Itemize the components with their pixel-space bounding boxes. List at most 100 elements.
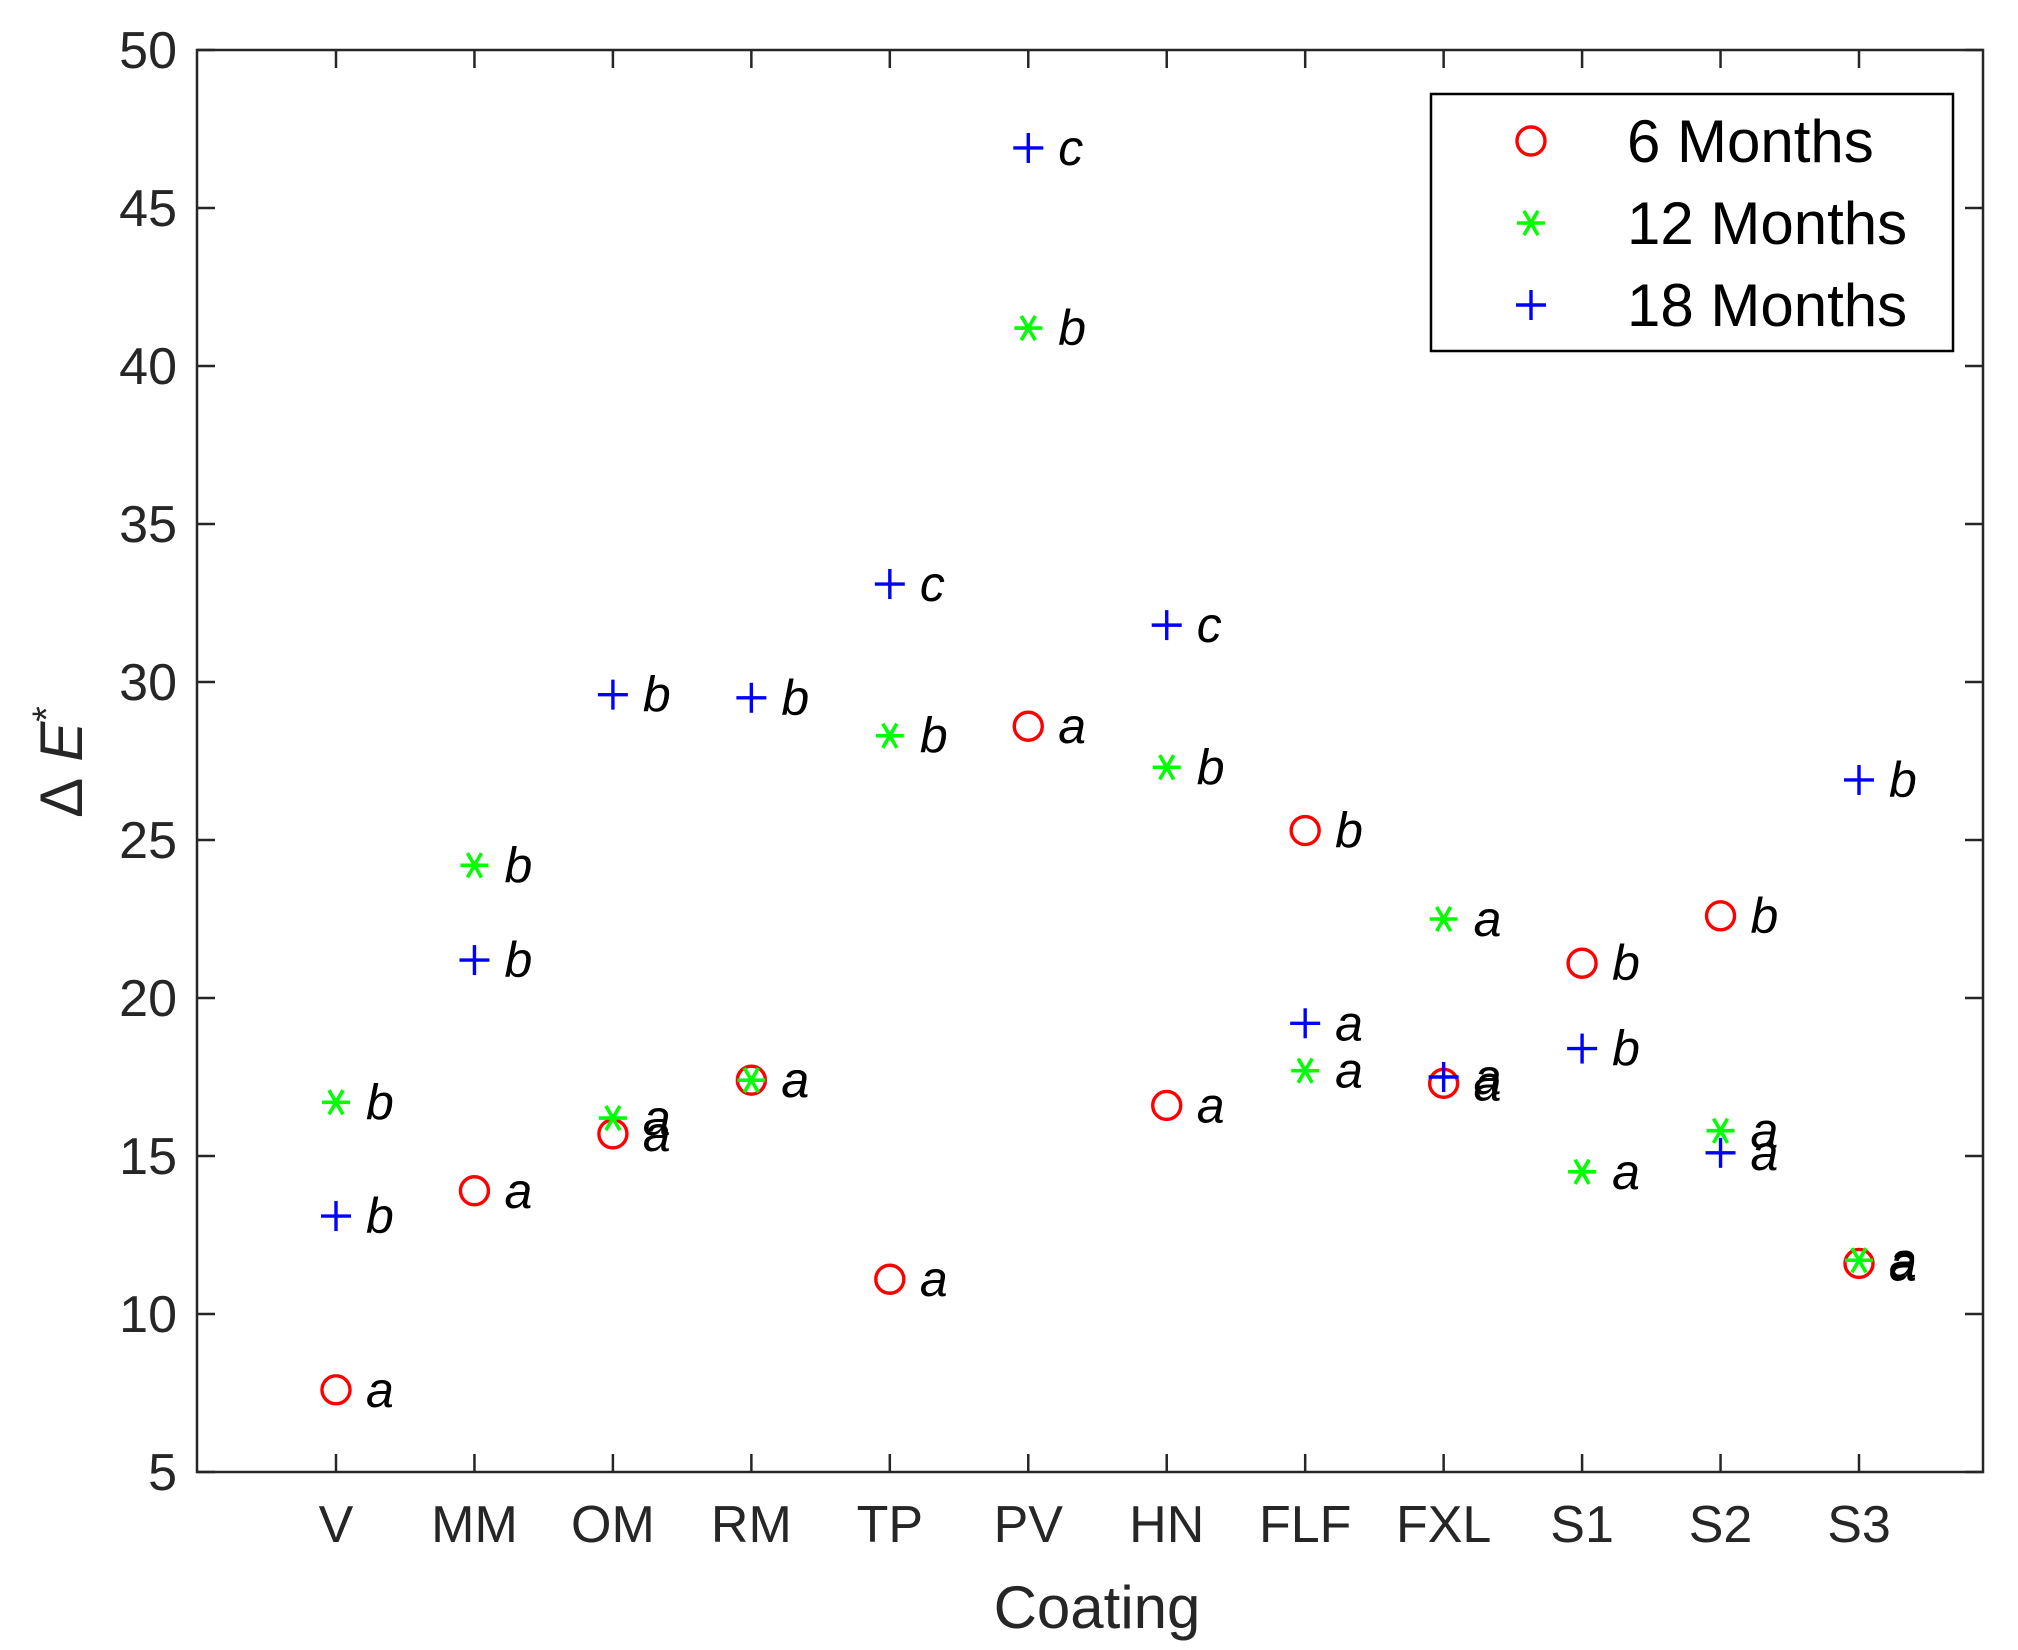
significance-letter: b [366,1188,394,1244]
significance-letter: a [781,1052,809,1108]
data-point [598,1105,627,1132]
y-axis-title-variable: E [28,721,95,762]
significance-letter: b [920,708,948,764]
data-point [1706,1117,1735,1144]
legend-label: 12 Months [1627,190,1907,257]
data-point [875,722,904,749]
legend-label: 18 Months [1627,272,1907,339]
series-6-months [320,710,1875,1406]
x-tick-label-rm: RM [711,1496,792,1554]
significance-letter: b [1612,935,1640,991]
significance-letter: a [366,1362,394,1418]
y-axis-title: ΔE* [25,706,95,818]
significance-letter: b [1889,752,1917,808]
data-point [1566,947,1598,979]
x-tick-label-s1: S1 [1550,1496,1614,1554]
y-tick-label: 5 [148,1444,177,1502]
data-point [1843,1247,1875,1280]
data-point [1429,905,1458,933]
data-point [1289,814,1321,847]
data-point [1151,610,1182,641]
significance-letter: b [1751,888,1779,944]
x-tick-label-s2: S2 [1689,1496,1753,1554]
data-point [322,1089,350,1116]
data-point [1151,1089,1183,1122]
data-point [874,1263,906,1295]
data-point [460,852,489,879]
x-tick-label-om: OM [571,1496,655,1554]
significance-letter: a [1058,698,1086,754]
series-12-months [322,315,1873,1274]
data-point [1152,754,1181,781]
significance-letter: b [1612,1021,1640,1077]
significance-letter: a [504,1163,532,1219]
y-tick-label: 45 [119,180,177,238]
significance-letter: a [1751,1103,1779,1159]
y-axis-title-delta: Δ [28,778,95,818]
y-tick-label: 15 [119,1128,177,1186]
x-tick-label-pv: PV [994,1496,1064,1554]
data-point [321,1201,351,1232]
significance-letter: a [920,1251,948,1307]
data-point [1567,1033,1598,1064]
x-tick-label-s3: S3 [1827,1496,1891,1554]
significance-letter: a [1335,995,1363,1051]
significance-letter: a [643,1106,671,1162]
data-point [1704,900,1737,932]
data-point [320,1374,352,1406]
series-18-months [321,132,1874,1232]
significance-letter: a [1335,1043,1363,1099]
legend-item-6-months: 6 Months [1515,108,1874,175]
y-tick-label: 40 [119,338,177,396]
x-tick-label-hn: HN [1129,1496,1204,1554]
data-points [320,132,1875,1406]
data-point [459,945,490,976]
data-point [458,1175,491,1207]
data-point [1013,132,1044,163]
x-tick-label-fxl: FXL [1396,1496,1491,1554]
significance-letter: a [1889,1232,1917,1288]
plot-area [195,48,1985,1474]
legend-marker [1517,209,1545,237]
significance-letter: c [1197,597,1222,653]
significance-letter: b [504,837,532,893]
significance-letter: a [1889,1235,1917,1291]
y-tick-label: 25 [119,812,177,870]
y-axis-title-superscript: * [25,706,69,722]
x-axis: V MM OM RM TP PV HN FLF FXL S1 S2 S3 [319,50,1891,1554]
data-point [597,1118,629,1150]
significance-letter: a [1474,1055,1502,1111]
data-point [1428,1062,1459,1092]
x-tick-label-flf: FLF [1259,1496,1351,1554]
significance-letter: a [1612,1144,1640,1200]
significance-letter: a [643,1090,671,1146]
legend-item-12-months: 12 Months [1517,190,1907,257]
data-point [1291,1057,1320,1084]
significance-letter: b [1197,739,1225,795]
data-point [1014,315,1043,342]
significance-letter: a [1474,1049,1502,1105]
y-tick-label: 50 [119,22,177,80]
significance-letter: a [1197,1077,1225,1133]
x-axis-title: Coating [994,1574,1201,1641]
data-point [737,1067,766,1094]
data-point [736,682,767,713]
data-point [1012,710,1044,742]
significance-letter: a [1751,1125,1779,1181]
data-point [1290,1008,1321,1039]
significance-letter: c [920,556,945,612]
legend: 6 Months 12 Months 18 Months [1429,92,1955,353]
data-point [597,679,628,710]
y-tick-label: 10 [119,1286,177,1344]
x-tick-label-v: V [319,1496,354,1554]
data-point [1568,1158,1597,1185]
significance-letter: a [781,1052,809,1108]
legend-label: 6 Months [1627,108,1874,175]
significance-letter: b [504,932,532,988]
legend-item-18-months: 18 Months [1516,272,1907,339]
significance-letter: b [1335,803,1363,859]
y-tick-label: 35 [119,496,177,554]
data-point [874,569,905,600]
